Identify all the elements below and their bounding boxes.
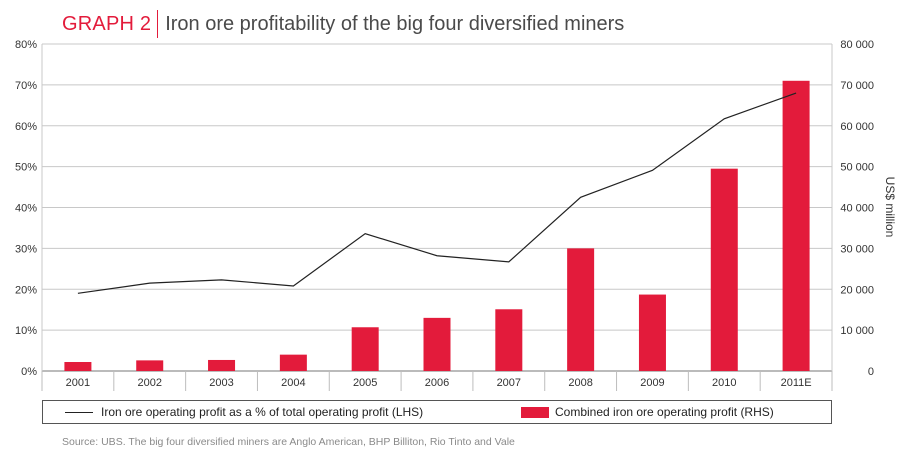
- chart-title: GRAPH 2 Iron ore profitability of the bi…: [62, 8, 624, 40]
- right-tick-label: 10 000: [840, 325, 874, 337]
- legend-line-label: Iron ore operating profit as a % of tota…: [101, 405, 424, 419]
- left-tick-label: 80%: [15, 39, 37, 51]
- x-tick-label: 2006: [425, 377, 449, 389]
- legend: Iron ore operating profit as a % of tota…: [42, 400, 832, 424]
- right-tick-label: 60 000: [840, 121, 874, 133]
- bar: [782, 80, 810, 371]
- left-tick-label: 10%: [15, 325, 37, 337]
- right-tick-label: 80 000: [840, 39, 874, 51]
- x-tick-label: 2005: [353, 377, 377, 389]
- right-tick-label: 70 000: [840, 80, 874, 92]
- x-tick-label: 2009: [640, 377, 664, 389]
- right-tick-label: 40 000: [840, 203, 874, 215]
- left-tick-label: 40%: [15, 203, 37, 215]
- right-tick-label: 0: [868, 366, 874, 378]
- graph-number: GRAPH 2: [62, 12, 152, 35]
- bar-line-chart: 2001 2002 2003 2004 2005 2006 2007 2008 2009 2010…: [15, 39, 897, 391]
- x-tick-label: 2004: [281, 377, 305, 389]
- bar-series: [64, 80, 810, 371]
- right-axis-title: US$ million: [883, 177, 897, 238]
- line-path: [77, 92, 797, 294]
- x-tick-label: 2011E: [781, 377, 812, 389]
- bar: [351, 327, 379, 371]
- bar: [279, 354, 307, 371]
- left-tick-label: 50%: [15, 162, 37, 174]
- bar: [423, 317, 451, 371]
- bar: [567, 248, 595, 371]
- x-tick-label: 2002: [137, 377, 161, 389]
- bar: [136, 360, 164, 371]
- right-tick-label: 50 000: [840, 162, 874, 174]
- line-series: [77, 92, 797, 294]
- x-axis: 2001 2002 2003 2004 2005 2006 2007 2008 2009 2010…: [41, 371, 833, 391]
- legend-bar-label: Combined iron ore operating profit (RHS): [555, 405, 774, 419]
- x-tick-label: 2007: [497, 377, 521, 389]
- left-tick-label: 20%: [15, 284, 37, 296]
- legend-item-bar: Combined iron ore operating profit (RHS): [521, 405, 774, 419]
- legend-line-swatch: [65, 411, 93, 413]
- right-axis: 0 10 000 20 000 30 000 40 000 50 000 60 000 70 …: [840, 39, 874, 378]
- left-tick-label: 30%: [15, 243, 37, 255]
- source-note: Source: UBS. The big four diversified mi…: [62, 436, 515, 448]
- bar: [208, 359, 236, 371]
- left-tick-label: 70%: [15, 80, 37, 92]
- legend-bar-swatch: [521, 406, 549, 418]
- x-tick-label: 2001: [66, 377, 90, 389]
- right-tick-label: 30 000: [840, 243, 874, 255]
- left-tick-label: 60%: [15, 121, 37, 133]
- bar: [638, 294, 666, 371]
- bar: [495, 309, 523, 371]
- right-tick-label: 20 000: [840, 284, 874, 296]
- left-axis: 0% 10% 20% 30% 40% 50% 60% 70% 80%: [15, 39, 37, 378]
- legend-item-line: Iron ore operating profit as a % of tota…: [65, 405, 423, 419]
- graph-title: Iron ore profitability of the big four d…: [165, 12, 625, 35]
- x-tick-label: 2008: [568, 377, 592, 389]
- x-tick-label: 2010: [712, 377, 736, 389]
- x-tick-label: 2003: [209, 377, 233, 389]
- bar: [710, 168, 738, 371]
- bar: [64, 362, 92, 371]
- left-tick-label: 0%: [21, 366, 37, 378]
- title-divider: [157, 10, 159, 38]
